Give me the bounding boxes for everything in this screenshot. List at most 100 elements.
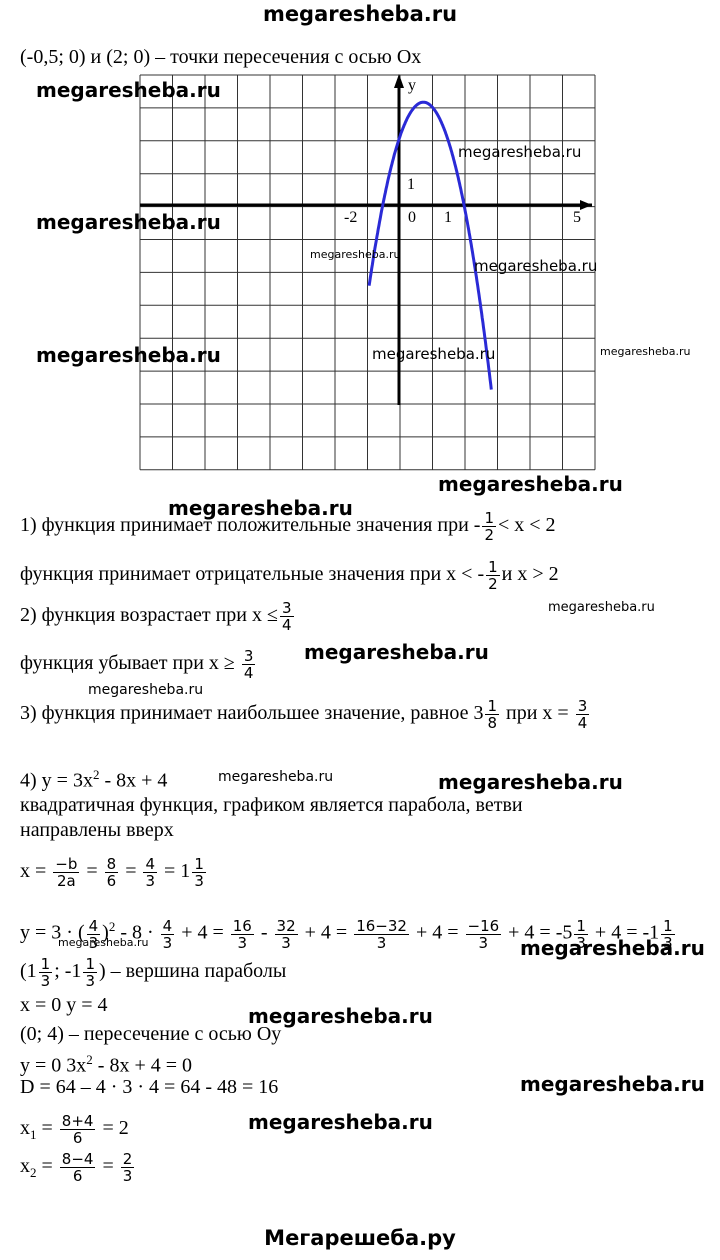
watermark: megaresheba.ru [304,640,489,664]
text: + 4 = -5 [503,921,573,944]
denominator: 8 [487,714,498,732]
numerator: 1 [661,916,675,935]
text: = [120,860,142,883]
text: = [36,1155,58,1178]
watermark: megaresheba.ru [600,345,691,358]
text: + 4 = [299,921,353,944]
watermark: megaresheba.ru [218,769,334,785]
text: = 2 [97,1117,129,1140]
text: (-0,5; 0) и (2; 0) – точки пересечения с… [20,46,422,68]
denominator: 3 [194,872,204,890]
watermark: megaresheba.ru [168,496,353,520]
numerator: 1 [192,855,206,873]
text: y = 0 3x [20,1054,87,1077]
text: (0; 4) – пересечение с осью Оу [20,1023,282,1045]
denominator: 3 [122,1167,133,1185]
text-line: 2) функция возрастает при x ≤3 4 [20,600,296,633]
watermark: megaresheba.ru [58,936,149,949]
numerator: 8 [104,855,119,873]
axis-label: 1 [407,176,415,193]
numerator: 1 [485,697,500,715]
text: D = 64 – 4 · 3 · 4 = 64 - 48 = 16 [20,1076,279,1098]
numerator: 32 [274,916,298,935]
numerator: 8+4 [59,1112,96,1130]
denominator: 3 [376,933,387,952]
axis-label: 0 [408,209,416,226]
text: x = [20,860,52,883]
numerator: 3 [241,647,256,665]
denominator: 2a [56,872,76,890]
watermark: megaresheba.ru [36,343,221,367]
text: 4) y = 3x [20,769,93,792]
numerator: 4 [143,855,158,873]
footer: Мегарешеба.ру [264,1226,456,1250]
graph: y 1 0 -2 1 5 [139,74,596,471]
numerator: 1 [83,955,97,973]
numerator: 2 [120,1150,135,1168]
superscript: 2 [86,1052,93,1067]
text-line: 4) y = 3x2 - 8x + 4 [20,763,167,793]
fraction: 8−4 6 [59,1151,96,1185]
denominator: 4 [243,664,254,682]
denominator: 3 [40,972,51,990]
denominator: 3 [576,933,586,952]
text: направлены вверх [20,819,174,841]
text-line: направлены вверх [20,818,174,842]
denominator: 6 [106,872,117,890]
text-line: 3) функция принимает наибольшее значение… [20,698,591,731]
text-line: функция принимает отрицательные значения… [20,559,559,592]
watermark: megaresheba.ru [520,936,705,960]
text: (1 [20,960,37,983]
watermark: megaresheba.ru [458,143,582,161]
watermark: megaresheba.ru [248,1110,433,1134]
watermark: megaresheba.ru [520,1072,705,1096]
numerator: 1 [486,558,500,576]
text: - 8 · [115,921,159,944]
numerator: 1 [38,955,53,973]
numerator: 4 [160,916,175,935]
numerator: 3 [279,599,294,617]
text: < x < 2 [498,514,556,537]
text: квадратичная функция, графиком является … [20,794,523,816]
text-line: x1 = 8+4 6 = 2 [20,1113,129,1147]
fraction: −16 3 [465,918,502,951]
text: функция убывает при x ≥ [20,652,240,675]
text: ) – вершина параболы [98,960,287,983]
text: = [97,1155,119,1178]
header: megaresheba.ru [262,2,458,26]
denominator: 3 [663,933,673,952]
denominator: 2 [484,526,494,544]
numerator: 4 [86,916,101,935]
text: x [20,1155,30,1178]
subscript: 2 [30,1165,37,1181]
numerator: 16 [230,916,254,935]
watermark: megaresheba.ru [438,770,623,794]
text: = 1 [159,860,191,883]
fraction: 16 3 [230,916,254,952]
fraction: 8+4 6 [59,1112,96,1146]
denominator: 3 [237,933,248,952]
text: 2) функция возрастает при x ≤ [20,604,278,627]
fraction: −b 2a [53,856,80,890]
text: = [36,1117,58,1140]
parabola [367,100,493,390]
watermark: megaresheba.ru [310,248,401,261]
denominator: 6 [72,1167,83,1185]
text-line: квадратичная функция, графиком является … [20,793,523,817]
text-line: (-0,5; 0) и (2; 0) – точки пересечения с… [20,45,421,69]
text-line: (1 1 3; -1 1 3) – вершина параболы [20,956,286,989]
denominator: 3 [162,933,173,952]
text-line: 1) функция принимает положительные значе… [20,510,556,543]
watermark: megaresheba.ru [474,257,598,275]
text: + 4 = -1 [589,921,660,944]
text: - 8x + 4 [99,769,168,792]
superscript: 2 [108,919,116,934]
